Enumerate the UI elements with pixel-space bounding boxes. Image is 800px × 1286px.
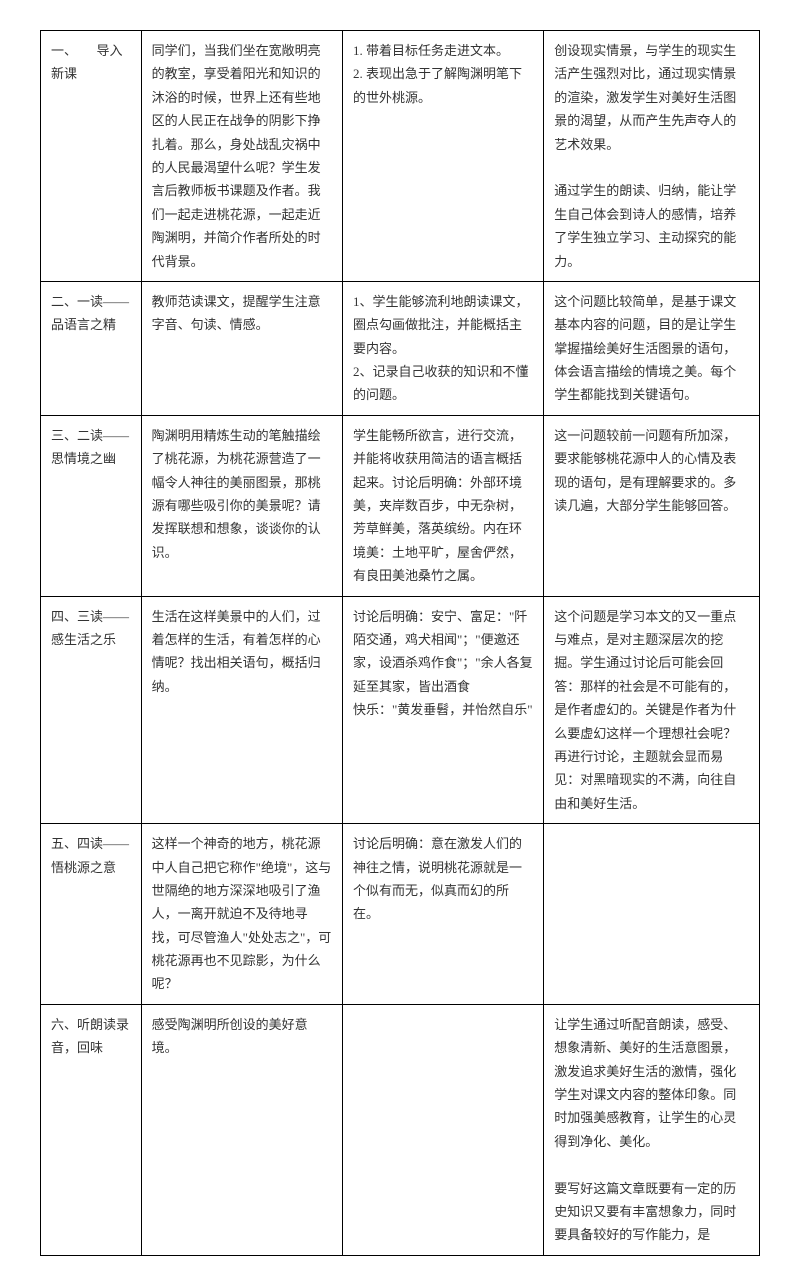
teacher-activity: 生活在这样美景中的人们，过着怎样的生活，有着怎样的心情呢？找出相关语句，概括归纳…: [141, 596, 342, 824]
student-activity: 学生能畅所欲言，进行交流，并能将收获用简洁的语言概括起来。讨论后明确：外部环境美…: [342, 415, 543, 596]
section-label: 四、三读——感生活之乐: [41, 596, 142, 824]
design-intent: 创设现实情景，与学生的现实生活产生强烈对比，通过现实情景的渲染，激发学生对美好生…: [544, 31, 760, 282]
section-label: 一、 导入新课: [41, 31, 142, 282]
section-label: 五、四读——悟桃源之意: [41, 824, 142, 1005]
section-label: 三、二读——思情境之幽: [41, 415, 142, 596]
design-intent: 这个问题比较简单，是基于课文基本内容的问题，目的是让学生掌握描绘美好生活图景的语…: [544, 281, 760, 415]
section-label: 二、一读——品语言之精: [41, 281, 142, 415]
teacher-activity: 感受陶渊明所创设的美好意境。: [141, 1004, 342, 1255]
lesson-plan-table: 一、 导入新课同学们，当我们坐在宽敞明亮的教室，享受着阳光和知识的沐浴的时候，世…: [40, 30, 760, 1256]
table-row: 一、 导入新课同学们，当我们坐在宽敞明亮的教室，享受着阳光和知识的沐浴的时候，世…: [41, 31, 760, 282]
teacher-activity: 教师范读课文，提醒学生注意字音、句读、情感。: [141, 281, 342, 415]
design-intent: [544, 824, 760, 1005]
student-activity: 1. 带着目标任务走进文本。 2. 表现出急于了解陶渊明笔下的世外桃源。: [342, 31, 543, 282]
section-label: 六、听朗读录音，回味: [41, 1004, 142, 1255]
student-activity: 1、学生能够流利地朗读课文，圈点勾画做批注，并能概括主要内容。 2、记录自己收获…: [342, 281, 543, 415]
student-activity: 讨论后明确：意在激发人们的神往之情，说明桃花源就是一个似有而无，似真而幻的所在。: [342, 824, 543, 1005]
design-intent: 让学生通过听配音朗读，感受、想象清新、美好的生活意图景，激发追求美好生活的激情，…: [544, 1004, 760, 1255]
table-row: 五、四读——悟桃源之意这样一个神奇的地方，桃花源中人自己把它称作"绝境"，这与世…: [41, 824, 760, 1005]
table-row: 二、一读——品语言之精教师范读课文，提醒学生注意字音、句读、情感。1、学生能够流…: [41, 281, 760, 415]
table-row: 四、三读——感生活之乐生活在这样美景中的人们，过着怎样的生活，有着怎样的心情呢？…: [41, 596, 760, 824]
student-activity: 讨论后明确：安宁、富足："阡陌交通，鸡犬相闻"；"便邀还家，设酒杀鸡作食"；"余…: [342, 596, 543, 824]
teacher-activity: 陶渊明用精炼生动的笔触描绘了桃花源，为桃花源营造了一幅令人神往的美丽图景，那桃源…: [141, 415, 342, 596]
table-row: 三、二读——思情境之幽陶渊明用精炼生动的笔触描绘了桃花源，为桃花源营造了一幅令人…: [41, 415, 760, 596]
teacher-activity: 同学们，当我们坐在宽敞明亮的教室，享受着阳光和知识的沐浴的时候，世界上还有些地区…: [141, 31, 342, 282]
design-intent: 这个问题是学习本文的又一重点与难点，是对主题深层次的挖掘。学生通过讨论后可能会回…: [544, 596, 760, 824]
table-row: 六、听朗读录音，回味感受陶渊明所创设的美好意境。 让学生通过听配音朗读，感受、想象…: [41, 1004, 760, 1255]
teacher-activity: 这样一个神奇的地方，桃花源中人自己把它称作"绝境"，这与世隔绝的地方深深地吸引了…: [141, 824, 342, 1005]
design-intent: 这一问题较前一问题有所加深，要求能够桃花源中人的心情及表现的语句，是有理解要求的…: [544, 415, 760, 596]
student-activity: [342, 1004, 543, 1255]
